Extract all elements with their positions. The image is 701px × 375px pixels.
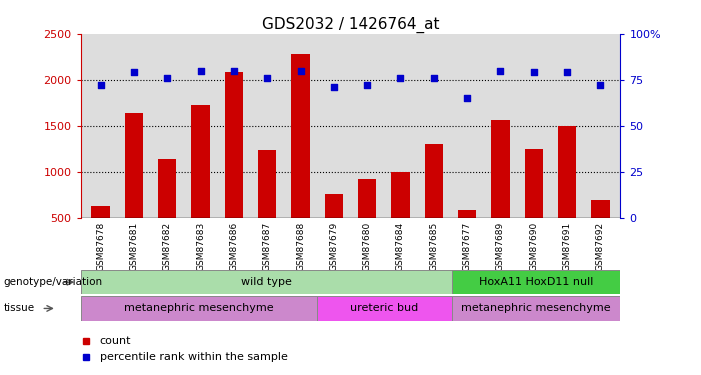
Text: GSM87692: GSM87692: [596, 222, 605, 271]
Bar: [292, 54, 310, 263]
Bar: [81, 296, 317, 321]
Bar: [458, 210, 476, 263]
Point: [261, 75, 273, 81]
Text: GSM87685: GSM87685: [429, 222, 438, 271]
Bar: [358, 179, 376, 263]
Bar: [591, 200, 610, 263]
Text: GSM87687: GSM87687: [263, 222, 272, 271]
Point: [229, 68, 240, 74]
Bar: [258, 150, 276, 263]
Bar: [325, 194, 343, 263]
Text: metanephric mesenchyme: metanephric mesenchyme: [124, 303, 273, 313]
Text: percentile rank within the sample: percentile rank within the sample: [100, 352, 287, 362]
Point: [594, 82, 606, 88]
Bar: [425, 144, 443, 263]
Bar: [191, 105, 210, 263]
Bar: [451, 270, 620, 294]
Bar: [558, 126, 576, 263]
Point: [128, 69, 139, 75]
Point: [495, 68, 506, 74]
Text: GSM87689: GSM87689: [496, 222, 505, 271]
Bar: [91, 206, 110, 263]
Point: [395, 75, 406, 81]
Text: GSM87679: GSM87679: [329, 222, 339, 271]
Text: GSM87680: GSM87680: [362, 222, 372, 271]
Text: GSM87682: GSM87682: [163, 222, 172, 271]
Text: GSM87681: GSM87681: [130, 222, 138, 271]
Point: [95, 82, 107, 88]
Text: tissue: tissue: [4, 303, 34, 313]
Bar: [317, 296, 451, 321]
Point: [195, 68, 206, 74]
Text: GSM87677: GSM87677: [463, 222, 472, 271]
Point: [295, 68, 306, 74]
Point: [328, 84, 339, 90]
Bar: [225, 72, 243, 263]
Text: metanephric mesenchyme: metanephric mesenchyme: [461, 303, 611, 313]
Bar: [391, 172, 409, 263]
Text: GSM87686: GSM87686: [229, 222, 238, 271]
Text: HoxA11 HoxD11 null: HoxA11 HoxD11 null: [479, 277, 593, 287]
Text: genotype/variation: genotype/variation: [4, 277, 102, 287]
Point: [528, 69, 539, 75]
Bar: [81, 270, 451, 294]
Point: [562, 69, 573, 75]
Text: GDS2032 / 1426764_at: GDS2032 / 1426764_at: [261, 17, 440, 33]
Text: GSM87688: GSM87688: [296, 222, 305, 271]
Point: [461, 95, 472, 101]
Point: [162, 75, 173, 81]
Text: ureteric bud: ureteric bud: [350, 303, 418, 313]
Text: GSM87683: GSM87683: [196, 222, 205, 271]
Text: GSM87691: GSM87691: [563, 222, 571, 271]
Text: GSM87678: GSM87678: [96, 222, 105, 271]
Text: GSM87684: GSM87684: [396, 222, 405, 271]
Point: [428, 75, 440, 81]
Bar: [158, 159, 177, 263]
Text: wild type: wild type: [240, 277, 292, 287]
Bar: [491, 120, 510, 263]
Bar: [125, 113, 143, 263]
Text: GSM87690: GSM87690: [529, 222, 538, 271]
Bar: [524, 148, 543, 263]
Text: count: count: [100, 336, 131, 345]
Bar: [451, 296, 620, 321]
Point: [362, 82, 373, 88]
